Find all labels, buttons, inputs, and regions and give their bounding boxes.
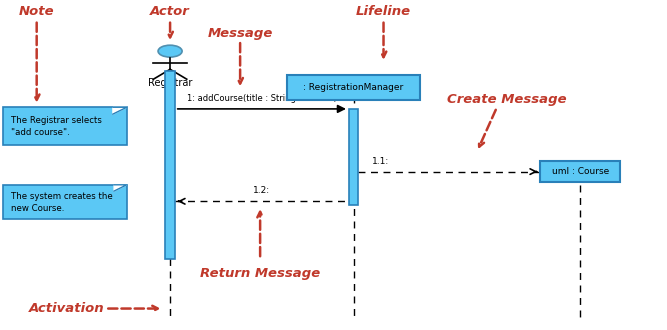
Polygon shape	[113, 107, 127, 114]
Text: 1: addCourse(title : String = "UML"): 1: addCourse(title : String = "UML")	[187, 94, 337, 103]
FancyBboxPatch shape	[287, 75, 420, 100]
FancyBboxPatch shape	[165, 71, 175, 259]
FancyBboxPatch shape	[3, 107, 127, 145]
Text: The Registrar selects
"add course".: The Registrar selects "add course".	[11, 116, 102, 137]
Text: Lifeline: Lifeline	[356, 5, 411, 18]
Text: The system creates the
new Course.: The system creates the new Course.	[11, 192, 113, 213]
Text: Registrar: Registrar	[148, 78, 192, 87]
Text: Return Message: Return Message	[200, 267, 320, 280]
Text: Message: Message	[207, 26, 273, 40]
Text: Note: Note	[19, 5, 55, 18]
FancyBboxPatch shape	[3, 185, 127, 219]
Text: : RegistrationManager: : RegistrationManager	[303, 83, 404, 92]
Text: 1.1:: 1.1:	[372, 157, 389, 166]
FancyBboxPatch shape	[540, 161, 620, 182]
Text: Actor: Actor	[150, 5, 190, 18]
Text: 1.2:: 1.2:	[253, 186, 270, 195]
Text: Create Message: Create Message	[447, 92, 567, 106]
Text: Activation: Activation	[29, 302, 105, 315]
FancyBboxPatch shape	[349, 109, 358, 205]
Circle shape	[158, 45, 182, 57]
Text: uml : Course: uml : Course	[552, 167, 609, 176]
Polygon shape	[114, 185, 127, 191]
